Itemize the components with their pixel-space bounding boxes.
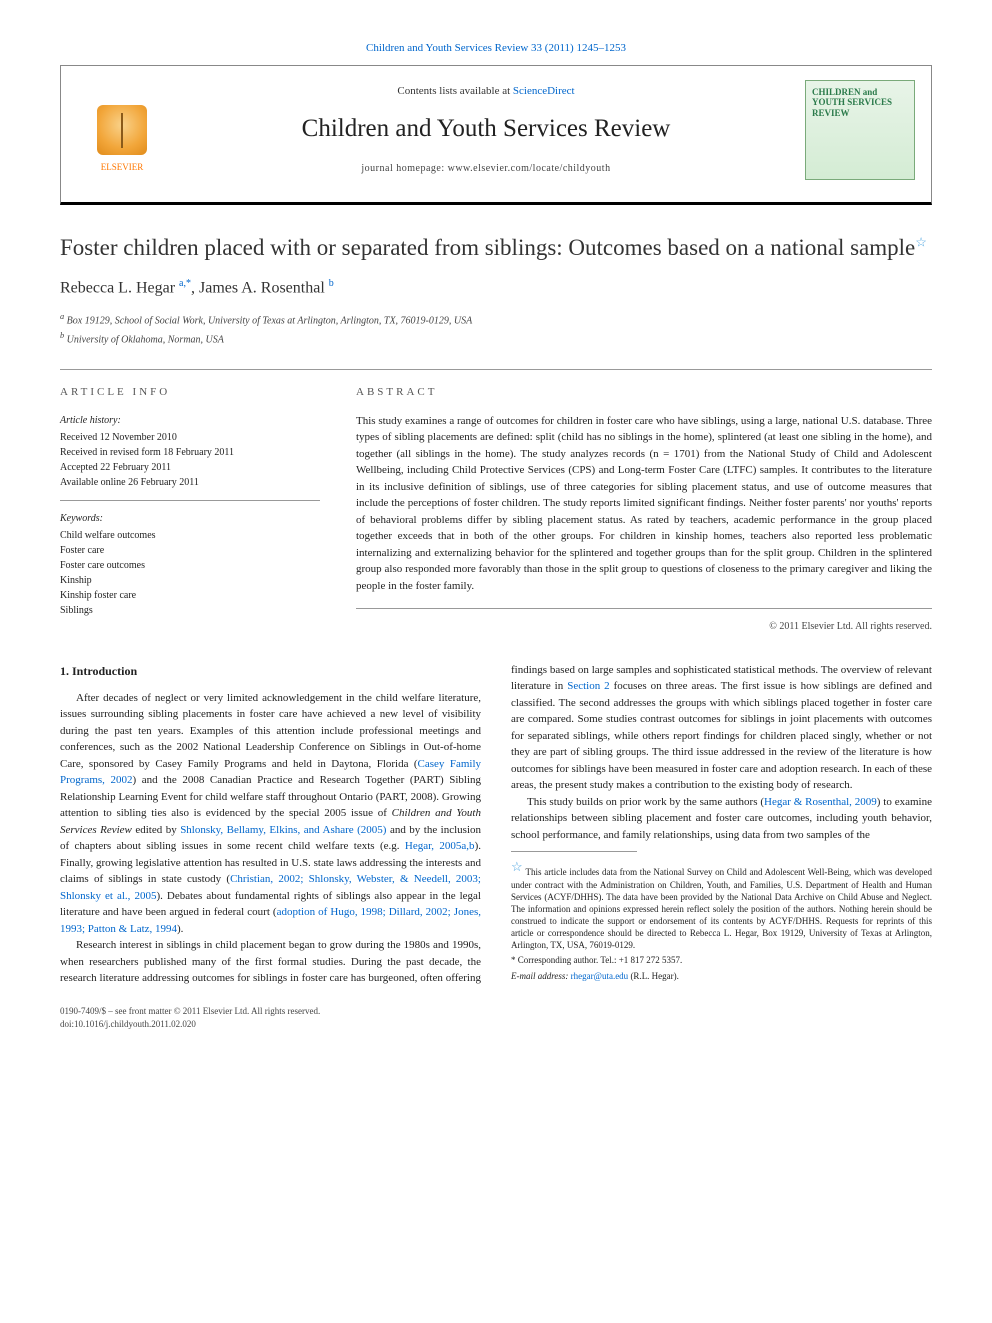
keyword: Kinship [60,575,92,586]
authors-line: Rebecca L. Hegar a,*, James A. Rosenthal… [60,276,932,300]
journal-header: ELSEVIER Contents lists available at Sci… [60,65,932,205]
author-1: Rebecca L. Hegar [60,280,175,297]
section-link[interactable]: Section 2 [567,680,609,692]
article-info-panel: ARTICLE INFO Article history: Received 1… [60,384,320,638]
affiliation-a: Box 19129, School of Social Work, Univer… [67,315,473,326]
affiliations: a Box 19129, School of Social Work, Univ… [60,311,932,348]
top-citation: Children and Youth Services Review 33 (2… [60,40,932,57]
doi-line: doi:10.1016/j.childyouth.2011.02.020 [60,1018,320,1032]
abstract-panel: ABSTRACT This study examines a range of … [356,384,932,638]
affiliation-b: University of Oklahoma, Norman, USA [67,334,224,345]
funding-footnote: This article includes data from the Nati… [511,867,932,950]
footnotes: ☆ This article includes data from the Na… [511,858,932,981]
body-paragraph: After decades of neglect or very limited… [60,690,481,938]
journal-cover-thumbnail: CHILDREN and YOUTH SERVICES REVIEW [805,80,915,180]
author-2-affil: b [329,278,334,289]
journal-title: Children and Youth Services Review [167,110,805,148]
star-icon: ☆ [511,859,523,874]
citation-link[interactable]: Shlonsky, Bellamy, Elkins, and Ashare (2… [180,824,386,836]
keywords-label: Keywords: [60,511,320,526]
publisher-logo: ELSEVIER [77,85,167,175]
abstract-heading: ABSTRACT [356,384,932,401]
issn-line: 0190-7409/$ – see front matter © 2011 El… [60,1005,320,1019]
journal-homepage: journal homepage: www.elsevier.com/locat… [167,161,805,176]
sciencedirect-link[interactable]: ScienceDirect [513,85,575,97]
history-label: Article history: [60,413,320,428]
abstract-text: This study examines a range of outcomes … [356,413,932,610]
history-received: Received 12 November 2010 [60,430,320,445]
citation-link[interactable]: Hegar, 2005a,b [405,840,475,852]
publisher-name: ELSEVIER [101,161,144,175]
history-revised: Received in revised form 18 February 201… [60,445,320,460]
keyword: Child welfare outcomes [60,530,156,541]
author-1-affil: a,* [179,278,191,289]
contents-line: Contents lists available at ScienceDirec… [167,83,805,100]
corresponding-footnote: Corresponding author. Tel.: +1 817 272 5… [518,955,683,965]
article-info-heading: ARTICLE INFO [60,384,320,401]
history-accepted: Accepted 22 February 2011 [60,460,320,475]
footnote-separator [511,851,637,852]
keyword: Siblings [60,605,93,616]
email-label: E-mail address: [511,971,568,981]
history-online: Available online 26 February 2011 [60,475,320,490]
email-link[interactable]: rhegar@uta.edu [571,971,629,981]
section-heading-intro: 1. Introduction [60,662,481,680]
article-body: 1. Introduction After decades of neglect… [60,662,932,987]
author-2: James A. Rosenthal [199,280,325,297]
abstract-copyright: © 2011 Elsevier Ltd. All rights reserved… [356,619,932,634]
page-footer: 0190-7409/$ – see front matter © 2011 El… [60,1005,932,1032]
article-title: Foster children placed with or separated… [60,233,932,263]
elsevier-tree-icon [97,105,147,155]
keyword: Kinship foster care [60,590,136,601]
citation-link[interactable]: Hegar & Rosenthal, 2009 [764,796,877,808]
keyword: Foster care [60,545,104,556]
keyword: Foster care outcomes [60,560,145,571]
body-paragraph: This study builds on prior work by the s… [511,794,932,844]
asterisk-icon: * [511,955,516,965]
keywords-list: Child welfare outcomes Foster care Foste… [60,528,320,618]
title-footnote-marker: ☆ [915,234,927,249]
